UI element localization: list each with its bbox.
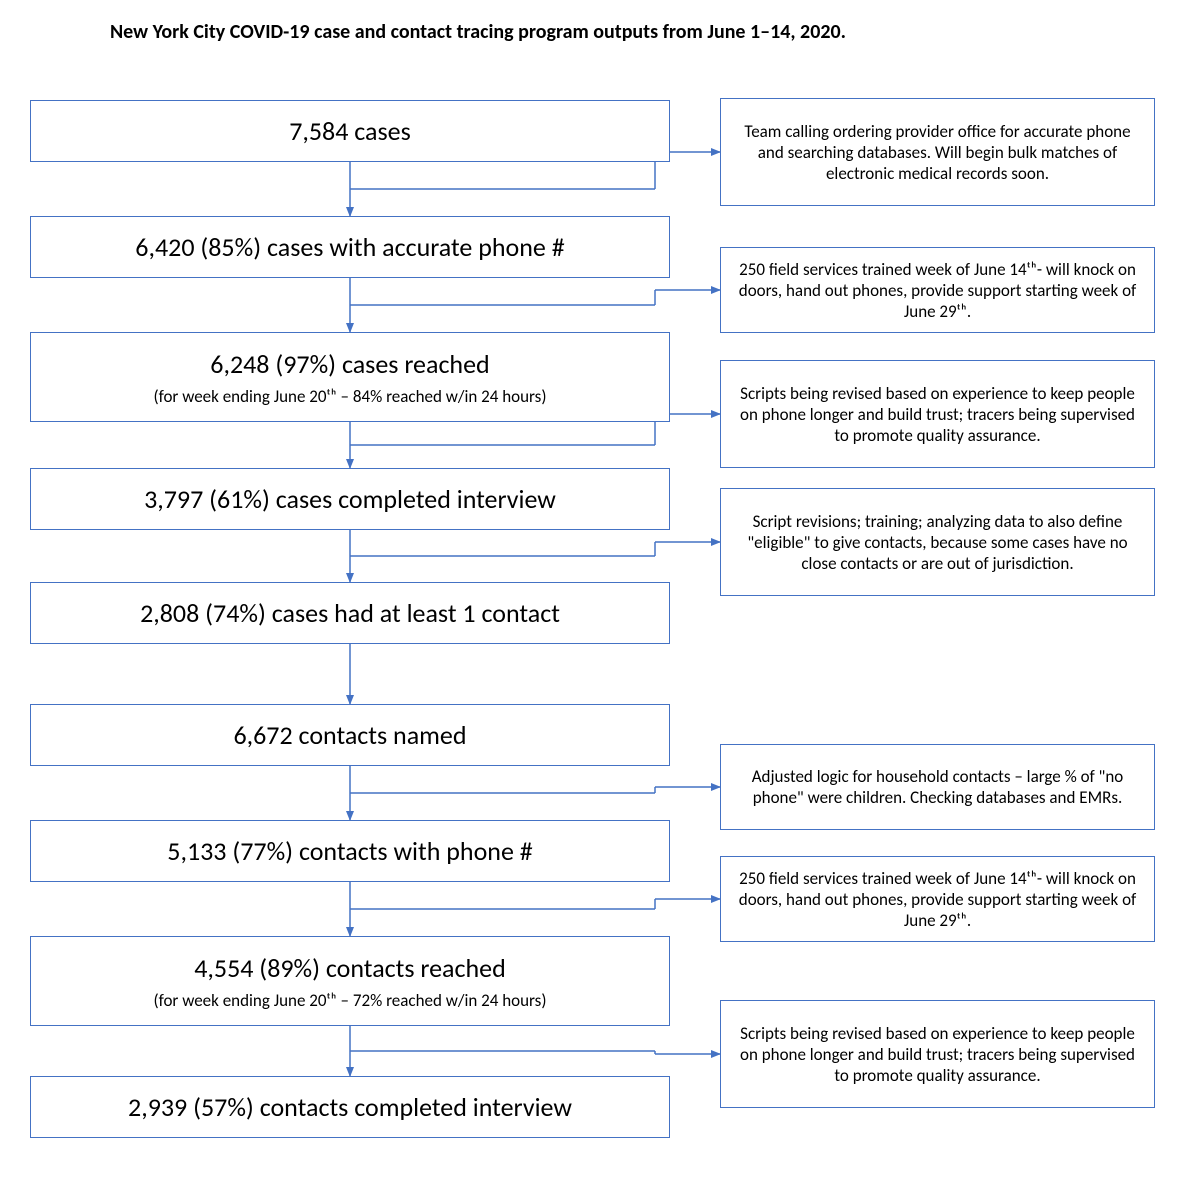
flow-box-b6: 6,672 contacts named [30,704,670,766]
note-box-n4: Script revisions; training; analyzing da… [720,488,1155,596]
flow-box-main: 4,554 (89%) contacts reached [194,952,506,984]
note-text: Scripts being revised based on experienc… [731,383,1144,446]
flow-box-b7: 5,133 (77%) contacts with phone # [30,820,670,882]
flow-box-b4: 3,797 (61%) cases completed interview [30,468,670,530]
note-text: Scripts being revised based on experienc… [731,1023,1144,1086]
note-text: Team calling ordering provider office fo… [731,121,1144,184]
note-box-n5: Adjusted logic for household contacts – … [720,744,1155,830]
flow-box-main: 3,797 (61%) cases completed interview [144,483,556,515]
flow-box-main: 5,133 (77%) contacts with phone # [167,835,532,867]
flow-box-main: 6,672 contacts named [233,719,466,751]
flow-box-b2: 6,420 (85%) cases with accurate phone # [30,216,670,278]
note-text: 250 field services trained week of June … [731,259,1144,322]
flow-box-sub: (for week ending June 20ᵗʰ – 84% reached… [153,386,546,407]
note-box-n7: Scripts being revised based on experienc… [720,1000,1155,1108]
flow-box-main: 6,248 (97%) cases reached [210,348,489,380]
page-title: New York City COVID-19 case and contact … [110,20,846,44]
flow-box-main: 2,939 (57%) contacts completed interview [128,1091,572,1123]
note-box-n1: Team calling ordering provider office fo… [720,98,1155,206]
note-box-n6: 250 field services trained week of June … [720,856,1155,942]
flow-box-main: 7,584 cases [289,115,411,147]
flow-box-b8: 4,554 (89%) contacts reached (for week en… [30,936,670,1026]
note-box-n3: Scripts being revised based on experienc… [720,360,1155,468]
flow-box-main: 6,420 (85%) cases with accurate phone # [135,231,564,263]
flow-box-sub: (for week ending June 20ᵗʰ – 72% reached… [153,990,546,1011]
flow-box-b1: 7,584 cases [30,100,670,162]
note-box-n2: 250 field services trained week of June … [720,247,1155,333]
flow-box-b3: 6,248 (97%) cases reached (for week endin… [30,332,670,422]
flow-box-b9: 2,939 (57%) contacts completed interview [30,1076,670,1138]
note-text: Script revisions; training; analyzing da… [731,511,1144,574]
flow-box-b5: 2,808 (74%) cases had at least 1 contact [30,582,670,644]
note-text: 250 field services trained week of June … [731,868,1144,931]
flow-box-main: 2,808 (74%) cases had at least 1 contact [140,597,560,629]
note-text: Adjusted logic for household contacts – … [731,766,1144,808]
